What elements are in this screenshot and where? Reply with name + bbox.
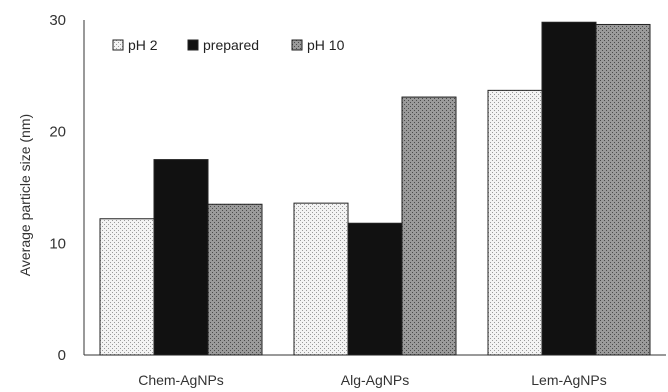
legend-swatch bbox=[112, 39, 124, 51]
y-tick-label: 20 bbox=[49, 124, 66, 141]
legend-label: pH 2 bbox=[128, 37, 158, 53]
x-tick-label: Alg-AgNPs bbox=[341, 372, 409, 388]
x-tick-labels: Chem-AgNPs Alg-AgNPs Lem-AgNPs bbox=[138, 372, 607, 388]
bar-lem-agnps-ph-10 bbox=[595, 23, 651, 356]
bar-alg-agnps-ph-10 bbox=[401, 96, 457, 356]
x-tick-label: Lem-AgNPs bbox=[531, 372, 606, 388]
x-tick-label: Chem-AgNPs bbox=[138, 372, 224, 388]
y-tick-label: 30 bbox=[49, 12, 66, 29]
legend-label: pH 10 bbox=[307, 37, 345, 53]
bar-lem-agnps-ph-2 bbox=[487, 89, 543, 356]
y-tick-label: 10 bbox=[49, 235, 66, 252]
bar-alg-agnps-prepared bbox=[347, 222, 403, 356]
bar-chem-agnps-prepared bbox=[153, 159, 209, 356]
legend-swatch bbox=[291, 39, 303, 51]
legend-swatch bbox=[187, 39, 199, 51]
bar-chem-agnps-ph-10 bbox=[207, 203, 263, 356]
y-axis-title: Average particle size (nm) bbox=[17, 114, 33, 276]
y-ticks: 0 10 20 30 bbox=[49, 12, 66, 364]
legend-label: prepared bbox=[203, 37, 259, 53]
y-tick-label: 0 bbox=[58, 347, 66, 364]
bar-lem-agnps-prepared bbox=[541, 21, 597, 356]
legend: pH 2 prepared pH 10 bbox=[112, 37, 345, 53]
bar-alg-agnps-ph-2 bbox=[293, 202, 349, 356]
bar-chem-agnps-ph-2 bbox=[99, 218, 155, 356]
bars bbox=[99, 21, 651, 356]
